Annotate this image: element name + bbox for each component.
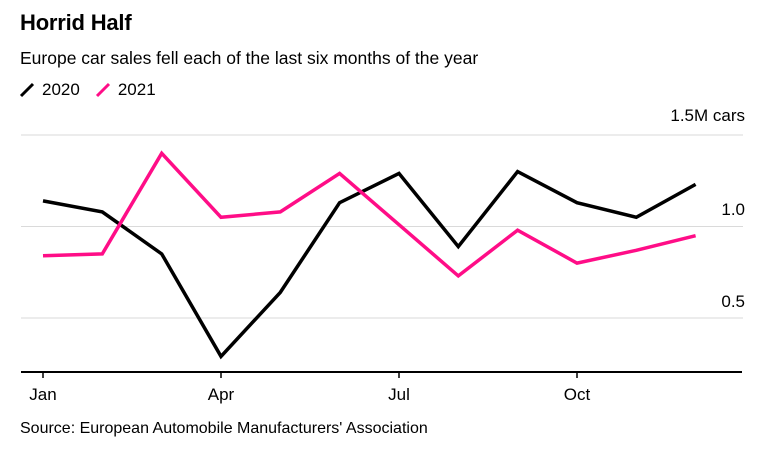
x-tick-label-oct: Oct: [563, 385, 591, 404]
y-tick-label-1-0: 1.0: [721, 200, 745, 219]
chart-legend: 2020 2021: [19, 80, 156, 100]
legend-label-2020: 2020: [42, 80, 80, 99]
legend-item-2020: 2020: [19, 80, 80, 100]
line-marker-icon-2021: [95, 82, 110, 98]
chart-title: Horrid Half: [20, 10, 132, 35]
chart-subtitle: Europe car sales fell each of the last s…: [20, 48, 479, 68]
legend-item-2021: 2021: [95, 80, 156, 100]
x-tick-label-apr: Apr: [207, 385, 235, 404]
source-note: Source: European Automobile Manufacturer…: [20, 420, 428, 437]
line-marker-icon-2020: [19, 82, 35, 98]
y-tick-label-0-5: 0.5: [721, 292, 745, 311]
x-tick-label-jan: Jan: [29, 385, 57, 404]
legend-label-2021: 2021: [117, 80, 156, 99]
x-tick-label-jul: Jul: [388, 385, 410, 404]
y-axis-unit-label: 1.5M cars: [670, 106, 745, 125]
